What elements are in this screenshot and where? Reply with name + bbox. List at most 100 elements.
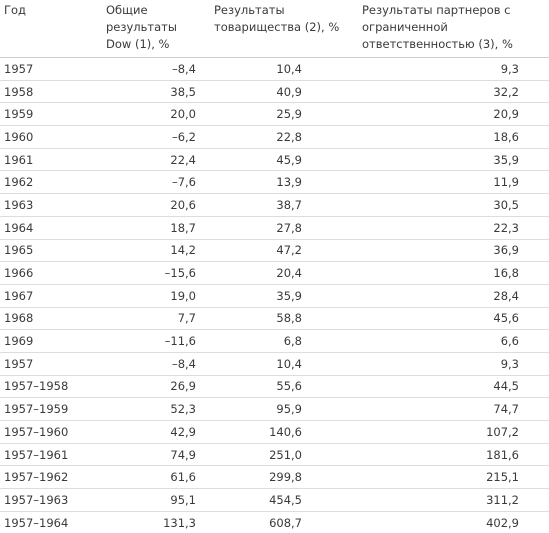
cell-dow-results: –8,4	[102, 352, 208, 375]
cell-dow-results: –6,2	[102, 126, 208, 149]
cell-partnership-results: 454,5	[208, 489, 356, 512]
cell-limited-partners-results: 402,9	[356, 511, 549, 533]
cell-limited-partners-results: 44,5	[356, 375, 549, 398]
cell-partnership-results: 45,9	[208, 148, 356, 171]
cell-year: 1957	[0, 58, 102, 81]
cell-partnership-results: 20,4	[208, 262, 356, 285]
cell-partnership-results: 10,4	[208, 58, 356, 81]
cell-limited-partners-results: 22,3	[356, 216, 549, 239]
cell-partnership-results: 608,7	[208, 511, 356, 533]
cell-partnership-results: 299,8	[208, 466, 356, 489]
cell-dow-results: 20,0	[102, 103, 208, 126]
cell-year: 1968	[0, 307, 102, 330]
cell-year: 1959	[0, 103, 102, 126]
cell-year: 1964	[0, 216, 102, 239]
cell-dow-results: 7,7	[102, 307, 208, 330]
cell-limited-partners-results: 107,2	[356, 421, 549, 444]
cell-year: 1960	[0, 126, 102, 149]
cell-dow-results: 19,0	[102, 284, 208, 307]
cell-partnership-results: 47,2	[208, 239, 356, 262]
cell-limited-partners-results: 9,3	[356, 58, 549, 81]
cell-limited-partners-results: 20,9	[356, 103, 549, 126]
cell-year: 1966	[0, 262, 102, 285]
cell-year: 1957–1958	[0, 375, 102, 398]
cell-dow-results: –11,6	[102, 330, 208, 353]
cell-year: 1957–1964	[0, 511, 102, 533]
cell-limited-partners-results: 28,4	[356, 284, 549, 307]
cell-partnership-results: 251,0	[208, 443, 356, 466]
cell-dow-results: –8,4	[102, 58, 208, 81]
cell-partnership-results: 38,7	[208, 194, 356, 217]
cell-limited-partners-results: 74,7	[356, 398, 549, 421]
cell-year: 1957	[0, 352, 102, 375]
cell-limited-partners-results: 32,2	[356, 80, 549, 103]
header-limited-partners-results: Результаты партнеров с ограниченной отве…	[356, 0, 549, 58]
cell-limited-partners-results: 181,6	[356, 443, 549, 466]
cell-partnership-results: 140,6	[208, 421, 356, 444]
cell-partnership-results: 25,9	[208, 103, 356, 126]
cell-dow-results: 26,9	[102, 375, 208, 398]
cell-limited-partners-results: 18,6	[356, 126, 549, 149]
cell-limited-partners-results: 16,8	[356, 262, 549, 285]
cell-year: 1957–1959	[0, 398, 102, 421]
header-year: Год	[0, 0, 102, 58]
cell-dow-results: 14,2	[102, 239, 208, 262]
cell-partnership-results: 35,9	[208, 284, 356, 307]
cell-limited-partners-results: 30,5	[356, 194, 549, 217]
cell-limited-partners-results: 45,6	[356, 307, 549, 330]
cell-limited-partners-results: 11,9	[356, 171, 549, 194]
cell-partnership-results: 6,8	[208, 330, 356, 353]
cell-year: 1961	[0, 148, 102, 171]
cell-dow-results: 18,7	[102, 216, 208, 239]
cell-year: 1963	[0, 194, 102, 217]
cell-dow-results: 22,4	[102, 148, 208, 171]
cell-year: 1958	[0, 80, 102, 103]
cell-year: 1957–1962	[0, 466, 102, 489]
cell-dow-results: 95,1	[102, 489, 208, 512]
header-partnership-results: Результаты товарищества (2), %	[208, 0, 356, 58]
cell-year: 1969	[0, 330, 102, 353]
cell-dow-results: 20,6	[102, 194, 208, 217]
cell-partnership-results: 95,9	[208, 398, 356, 421]
cell-partnership-results: 40,9	[208, 80, 356, 103]
cell-year: 1965	[0, 239, 102, 262]
cell-limited-partners-results: 6,6	[356, 330, 549, 353]
cell-limited-partners-results: 9,3	[356, 352, 549, 375]
cell-dow-results: 52,3	[102, 398, 208, 421]
cell-dow-results: 131,3	[102, 511, 208, 533]
header-row: Год Общие результаты Dow (1), % Результа…	[0, 0, 549, 58]
cell-year: 1967	[0, 284, 102, 307]
cell-year: 1962	[0, 171, 102, 194]
cell-limited-partners-results: 311,2	[356, 489, 549, 512]
cell-partnership-results: 58,8	[208, 307, 356, 330]
cell-limited-partners-results: 215,1	[356, 466, 549, 489]
cell-dow-results: 61,6	[102, 466, 208, 489]
cell-partnership-results: 13,9	[208, 171, 356, 194]
cell-partnership-results: 55,6	[208, 375, 356, 398]
cell-dow-results: 74,9	[102, 443, 208, 466]
cell-year: 1957–1961	[0, 443, 102, 466]
cell-partnership-results: 10,4	[208, 352, 356, 375]
cell-year: 1957–1963	[0, 489, 102, 512]
